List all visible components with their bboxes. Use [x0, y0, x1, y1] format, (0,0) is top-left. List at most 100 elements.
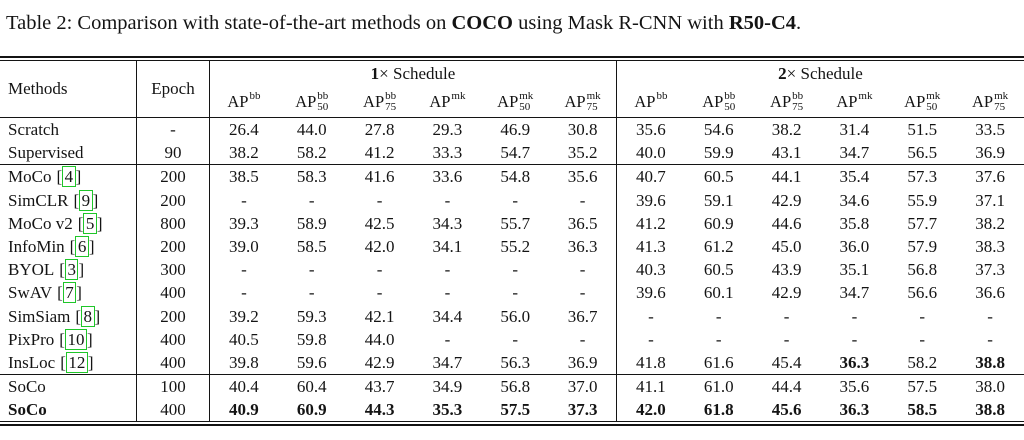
- col-header-ap: AP mk 50: [481, 86, 549, 117]
- value-cell: 40.7: [636, 167, 666, 187]
- citation-number[interactable]: 6: [75, 235, 89, 257]
- methods-label: Methods: [8, 79, 68, 98]
- col-header-schedule-1x: 1× Schedule: [210, 61, 617, 86]
- table-caption: Table 2: Comparison with state-of-the-ar…: [0, 0, 1024, 37]
- value-cell: 60.5: [703, 260, 734, 280]
- value-cell: 34.9: [432, 377, 463, 397]
- value-cell: -: [241, 260, 247, 280]
- citation-link[interactable]: [6]: [70, 235, 95, 257]
- ap-scripts: mk: [451, 89, 466, 113]
- schedule-2x-text: × Schedule: [786, 64, 863, 83]
- ap-superscript: mk: [586, 89, 601, 102]
- value-cell: -: [308, 260, 315, 280]
- value-cell: -: [512, 190, 519, 210]
- value-cell: -: [376, 283, 383, 303]
- value-cell: 44.0: [364, 329, 395, 349]
- method-name: SoCo: [8, 377, 46, 397]
- table-row: PixPro[10] 400 40.5 59.8 44.0- - - - - - - - -: [0, 327, 1024, 351]
- method-cell: SoCo: [0, 398, 137, 422]
- value-cell: 56.8: [907, 260, 938, 280]
- citation-bracket-left: [: [75, 306, 82, 326]
- citation-bracket-left: [: [59, 329, 65, 349]
- citation-link[interactable]: [9]: [73, 189, 99, 211]
- value-cell: 44.0: [296, 120, 327, 139]
- value-cell: 40.3: [636, 260, 666, 280]
- ap-scripts: mk: [858, 89, 873, 113]
- value-cell: 58.5: [907, 400, 938, 420]
- value-cell: 57.5: [907, 377, 938, 397]
- value-cell: 54.6: [703, 120, 734, 139]
- value-cell: 31.4: [839, 120, 870, 139]
- value-cell: 37.3: [549, 398, 617, 422]
- value-cell: 27.8: [364, 120, 395, 139]
- ap-superscript: mk: [994, 89, 1009, 102]
- citation-number[interactable]: 10: [64, 328, 87, 350]
- ap-subscript: 75: [792, 100, 804, 113]
- caption-dataset: COCO: [451, 12, 513, 34]
- method-name: Supervised: [8, 143, 84, 163]
- ap-label: AP: [295, 91, 317, 111]
- ap-scripts: bb: [249, 90, 260, 113]
- value-cell: 59.1: [703, 190, 734, 210]
- ap-scripts: mk 75: [586, 89, 601, 113]
- ap-superscript: mk: [858, 89, 873, 102]
- method-cell: BYOL[3]: [0, 258, 137, 282]
- citation-number[interactable]: 12: [65, 351, 88, 373]
- value-cell: -: [512, 329, 519, 349]
- ap-superscript: bb: [724, 89, 736, 102]
- col-header-schedule-2x: 2× Schedule: [617, 61, 1024, 86]
- table-header: Methods Epoch 1× Schedule 2× Schedule AP…: [0, 61, 1024, 118]
- value-cell: 38.3: [975, 236, 1005, 256]
- citation-bracket-left: [: [60, 352, 66, 372]
- ap-superscript: mk: [451, 89, 466, 102]
- ap-subscript: 75: [385, 100, 397, 113]
- citation-link[interactable]: [10]: [59, 328, 93, 350]
- value-cell: 56.8: [500, 377, 531, 397]
- citation-link[interactable]: [7]: [57, 282, 82, 304]
- value-cell: 56.0: [500, 306, 531, 326]
- method-name: BYOL: [8, 260, 55, 280]
- citation-number[interactable]: 9: [79, 189, 93, 211]
- value-cell: 54.7: [500, 143, 531, 163]
- citation-link[interactable]: [5]: [78, 212, 103, 234]
- value-cell: 42.0: [636, 400, 666, 420]
- value-cell: 61.2: [703, 236, 734, 256]
- citation-link[interactable]: [3]: [59, 259, 84, 281]
- ap-label: AP: [564, 91, 586, 111]
- value-cell: 60.4: [296, 377, 327, 397]
- value-cell: 61.0: [703, 377, 734, 397]
- col-header-ap: AP bb 75: [753, 86, 821, 117]
- citation-number[interactable]: 4: [62, 166, 76, 188]
- value-cell: 57.5: [500, 400, 531, 420]
- citation-number[interactable]: 7: [62, 282, 77, 304]
- value-cell: 44.6: [771, 213, 802, 233]
- citation-bracket-right: ]: [92, 190, 99, 210]
- value-cell: -: [549, 258, 617, 282]
- value-cell: 38.8: [975, 400, 1005, 420]
- value-cell: 36.9: [975, 143, 1005, 163]
- value-cell: 58.5: [296, 236, 327, 256]
- citation-bracket-right: ]: [75, 167, 82, 187]
- col-header-ap: AP bb: [210, 86, 278, 117]
- value-cell: 36.3: [839, 400, 870, 420]
- value-cell: 36.5: [549, 211, 617, 235]
- value-cell: 59.9: [703, 143, 734, 163]
- value-cell: 51.5: [907, 120, 938, 139]
- citation-number[interactable]: 8: [81, 305, 95, 327]
- value-cell: 56.6: [907, 283, 938, 303]
- value-cell: 55.7: [500, 213, 531, 233]
- table-row: InfoMin[6] 200 39.0 58.5 42.0 34.1 55.2 36.3 41.…: [0, 234, 1024, 259]
- citation-number[interactable]: 5: [83, 212, 97, 234]
- citation-bracket-left: [: [56, 167, 63, 187]
- value-cell: -: [549, 281, 617, 305]
- citation-number[interactable]: 3: [64, 259, 79, 281]
- value-cell: 45.6: [771, 400, 802, 420]
- ap-label: AP: [634, 91, 656, 111]
- citation-link[interactable]: [12]: [60, 351, 94, 373]
- value-cell: -: [919, 306, 926, 326]
- citation-link[interactable]: [4]: [56, 166, 82, 188]
- epoch-cell: -: [137, 118, 210, 142]
- value-cell: 34.6: [839, 190, 870, 210]
- citation-link[interactable]: [8]: [75, 305, 100, 327]
- value-cell: 38.2: [229, 143, 259, 163]
